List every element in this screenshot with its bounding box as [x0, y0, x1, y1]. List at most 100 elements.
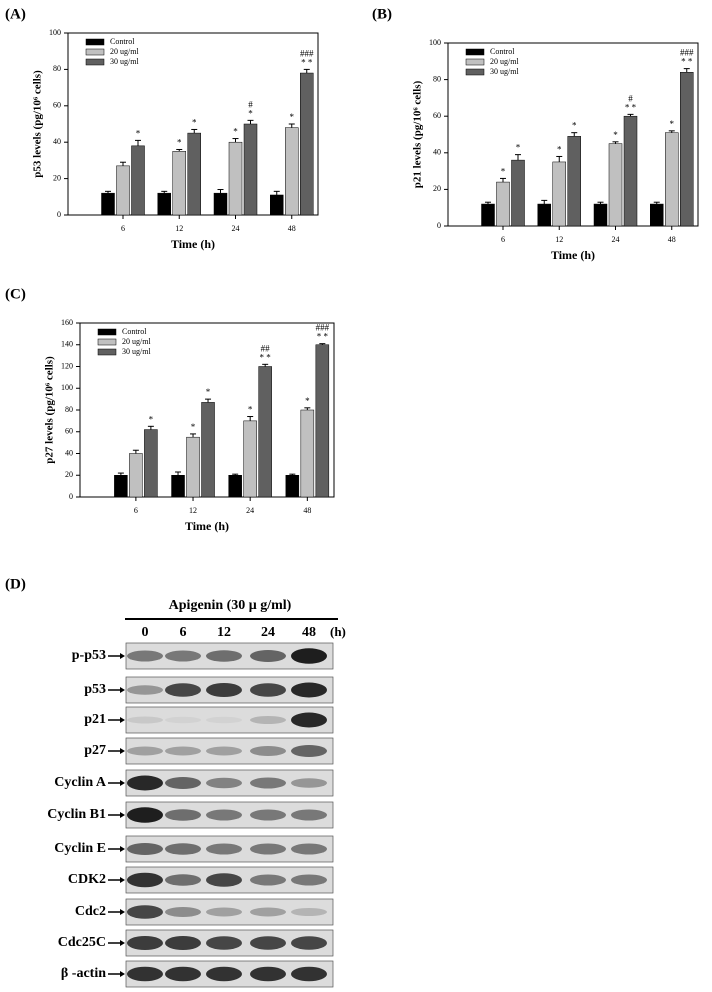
bar: [511, 159, 525, 227]
y-tick-label: 20: [53, 173, 61, 182]
x-tick-label: 48: [303, 506, 311, 515]
blot-band: [127, 775, 163, 791]
significance-mark: *: [248, 405, 253, 415]
blot-band: [250, 809, 286, 821]
significance-mark: *: [206, 387, 211, 397]
y-tick-label: 40: [65, 448, 73, 457]
legend-swatch: [97, 338, 117, 346]
significance-mark: * *: [260, 352, 272, 362]
bar: [131, 145, 145, 216]
significance-mark: *: [572, 121, 577, 131]
blot-band: [250, 746, 286, 756]
x-tick-label: 48: [668, 235, 676, 244]
treatment-label: Apigenin (30 μ g/ml): [169, 598, 292, 613]
bar: [187, 132, 201, 216]
bar: [201, 402, 215, 498]
x-tick-label: 6: [121, 224, 125, 233]
x-tick-label: 12: [175, 224, 183, 233]
blot-band: [291, 712, 327, 728]
bar: [270, 194, 284, 216]
blot-band: [250, 777, 286, 789]
protein-label: CDK2: [68, 872, 106, 887]
panel-label: (B): [372, 6, 392, 22]
blot-band: [165, 907, 201, 917]
y-tick-label: 40: [433, 148, 441, 157]
bar: [315, 344, 330, 498]
x-tick-label: 12: [555, 235, 563, 244]
significance-mark: ##: [261, 343, 271, 353]
y-tick-label: 0: [57, 210, 61, 219]
blot-band: [206, 907, 242, 917]
significance-mark: *: [670, 119, 675, 129]
bar: [481, 203, 495, 227]
bar: [114, 475, 128, 498]
blot-band: [206, 966, 242, 982]
bar: [285, 475, 300, 498]
arrow-head: [120, 780, 125, 786]
protein-label: Cdc25C: [58, 935, 106, 950]
legend-label: 30 ug/ml: [490, 67, 519, 76]
protein-label: p27: [84, 743, 106, 758]
bar: [171, 475, 185, 498]
bar: [593, 203, 608, 227]
protein-label: Cyclin B1: [47, 807, 106, 822]
y-tick-label: 120: [61, 361, 73, 370]
significance-mark: *: [136, 128, 141, 138]
blot-band: [127, 685, 163, 695]
significance-mark: *: [501, 166, 506, 176]
blot-band: [127, 716, 163, 724]
legend-label: Control: [110, 37, 135, 46]
y-tick-label: 80: [65, 405, 73, 414]
blot-band: [165, 843, 201, 855]
blot-band: [250, 843, 286, 855]
blot-band: [127, 843, 163, 855]
bar: [243, 420, 257, 498]
x-axis-label: Time (h): [185, 519, 229, 533]
legend-label: 20 ug/ml: [122, 337, 151, 346]
blot-band: [206, 683, 242, 697]
arrow-head: [120, 846, 125, 852]
blot-band: [127, 807, 163, 823]
blot-band: [291, 908, 327, 916]
bar: [144, 429, 158, 498]
protein-label: Cyclin A: [54, 775, 107, 790]
blot-band: [291, 936, 327, 950]
blot-band: [206, 650, 242, 662]
y-tick-label: 100: [49, 28, 61, 37]
lane-label: 24: [261, 625, 275, 640]
blot-band: [250, 716, 286, 724]
y-tick-label: 40: [53, 137, 61, 146]
legend-swatch: [465, 48, 485, 56]
legend-swatch: [465, 58, 485, 66]
bar: [537, 203, 551, 227]
significance-mark: ###: [300, 48, 314, 58]
x-tick-label: 24: [612, 235, 620, 244]
legend-label: 30 ug/ml: [110, 57, 139, 66]
significance-mark: * *: [625, 102, 637, 112]
y-tick-label: 140: [61, 340, 73, 349]
legend-swatch: [465, 68, 485, 76]
legend-label: 20 ug/ml: [490, 57, 519, 66]
blot-band: [206, 777, 242, 789]
protein-label: Cdc2: [75, 904, 106, 919]
y-tick-label: 160: [61, 318, 73, 327]
blot-band: [206, 716, 242, 724]
y-axis-label: p27 levels (pg/10⁶ cells): [44, 356, 56, 464]
y-tick-label: 0: [69, 492, 73, 501]
arrow-head: [120, 909, 125, 915]
significance-mark: * *: [681, 57, 693, 67]
y-tick-label: 20: [65, 470, 73, 479]
legend-swatch: [85, 38, 105, 46]
blot-band: [165, 966, 201, 982]
blot-band: [206, 936, 242, 950]
protein-label: β -actin: [61, 966, 106, 981]
arrow-head: [120, 971, 125, 977]
significance-mark: *: [290, 112, 295, 122]
bar: [116, 165, 130, 216]
blot-band: [206, 746, 242, 756]
bar: [285, 127, 299, 216]
blot-band: [127, 905, 163, 919]
bar: [243, 123, 258, 216]
blot-band: [165, 874, 201, 886]
y-tick-label: 60: [65, 427, 73, 436]
